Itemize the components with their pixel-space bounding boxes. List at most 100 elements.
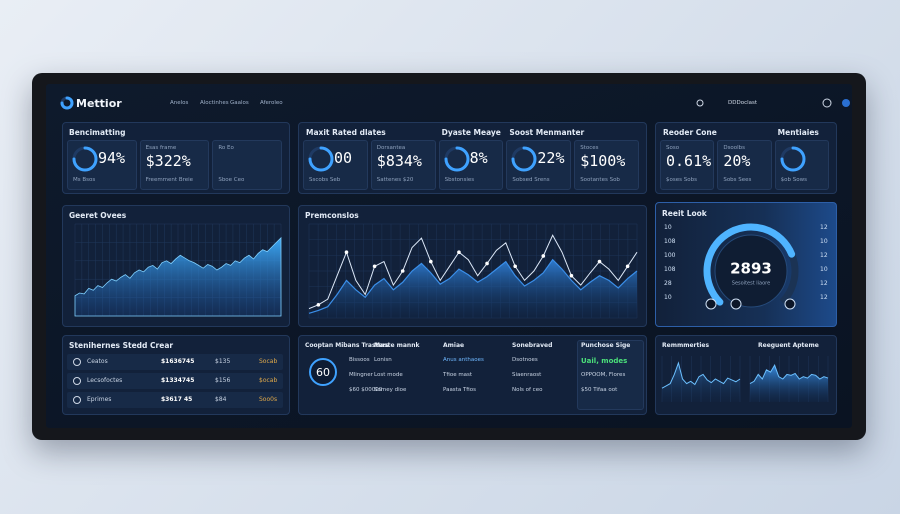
account: DDDoclast [728,100,758,106]
row-icon-shape [73,396,81,404]
kpi-card: Ro Eo Sboe Ceo [212,140,282,190]
ring-arc [780,146,806,172]
panel: Reoder Cone Soso 0.61% $oses Sobs Dsoolbs 20%… [655,122,837,194]
line [661,361,741,389]
table-cell: Soo0s [259,396,278,403]
gauge-label: 12 [820,294,828,301]
gauge-value: 2893 [730,260,772,278]
kpi-caption: Sobs Sees [723,177,752,183]
gauge: 2893 Sesoitest liaore [703,223,799,310]
line-chart [308,223,638,319]
kpi-caption: Sattenes $20 [376,177,414,183]
panel: Bencimatting 94% Ms Bsos Esas frame $322% Fre… [62,122,290,194]
panel: Stenihernes Stedd Crear Ceatos $1636745 $13… [62,335,290,415]
column-item: OPPOOM, Flores [581,372,626,378]
area [309,259,637,318]
column-heading: Cooptan Mibans Trasters [305,342,390,349]
table-cell: $156 [215,377,231,384]
table-cell: Ceatos [87,358,108,365]
ring-icon [72,146,98,172]
logo: Mettior [76,97,122,110]
kpi-card: 22% Sobsed Srens [506,140,572,190]
column-heading: Maste mannk [374,342,420,349]
kpi-value: 8% [469,149,488,167]
cell-heading: Soost Menmanter [509,128,585,137]
kpi-caption: Sobsed Srens [512,177,550,183]
line [749,364,829,385]
point [457,250,461,254]
kpi-card: 8% Sbstonsies [438,140,504,190]
ring-icon [444,146,470,172]
gauge-label: 28 [664,280,672,287]
column-item: Dsotnoes [512,357,538,363]
settings-icon [842,99,850,107]
kpi-card: Dsoolbs 20% Sobs Sees [717,140,772,190]
ring-arc [60,96,74,110]
column-item: Anus anthaoes [443,357,484,363]
panel: Premconslos [298,205,647,327]
row-icon [73,396,81,404]
point [569,273,574,278]
cell-heading: Dyaste Meaye [441,128,501,137]
kpi-card: Dorsantea $834% Sattenes $20 [370,140,436,190]
kpi-card: $ob Sows [774,140,829,190]
table-cell: $84 [215,396,227,403]
table-cell: $135 [215,358,231,365]
kpi-value: 20% [723,152,751,170]
ring-arc [511,146,537,172]
point [372,264,377,269]
table-cell: Lecsofoctes [87,377,123,384]
column-item: Tfioe mast [443,372,473,378]
column-heading: Sonebraved [512,342,553,349]
area [74,236,282,317]
kpi-caption: Freemment Breie [145,177,194,183]
nav-item: Gaalos [230,100,249,106]
column-heading: Amiae [443,342,465,349]
column-item: Mlingner [349,372,373,378]
badge-value: 60 [316,366,330,379]
ring-arc [444,146,470,172]
gauge-label: 10 [820,266,828,273]
row-icon-shape [73,377,81,385]
kpi-label: Soso [666,145,680,151]
column-item: Bissoos [349,357,370,363]
kpi-value: $834% [376,152,422,170]
kpi-card: 00 Sscobs Seb [303,140,368,190]
gauge-button [730,298,742,310]
column-item: Paasta Tfios [443,387,477,393]
table-row: Eprimes $3617 45 $84 Soo0s [67,392,283,408]
nav-item: Aferoleo [260,100,283,106]
cell-heading: Mentiaies [777,128,819,137]
mini-title: Remmmerties [662,342,710,349]
line [308,258,638,314]
row-icon-shape [73,358,81,366]
table-row: Ceatos $1636745 $135 Socab [67,354,283,370]
point [485,261,489,266]
column-item: Nols of ceo [512,387,543,393]
panel-title: Bencimatting [69,128,126,137]
panel: Reeit Look 10 108 100 108 28 10 12 10 12 10 12 12 289… [655,202,837,327]
kpi-label: Stoces [580,145,599,151]
ring-arc [308,146,334,172]
kpi-label: Dorsantea [376,145,406,151]
table-title: Stenihernes Stedd Crear [69,341,174,350]
column-heading: Punchose Sige [581,342,631,349]
gauge-button [784,298,796,310]
point [316,303,321,307]
badge-ring [309,358,337,386]
kpi-caption: Sscobs Seb [309,177,341,183]
table-cell: Socab [259,358,278,365]
column-item: Somey dioe [374,387,407,393]
cell-heading: Reoder Cone [663,128,717,137]
table-cell: Eprimes [87,396,112,403]
gauge-fill [703,223,796,306]
kpi-caption: Sootantes Sob [580,177,620,183]
kpi-card: Soso 0.61% $oses Sobs [660,140,715,190]
kpi-caption: $oses Sobs [666,177,697,183]
kpi-value: $100% [580,152,626,170]
point [625,264,630,269]
kpi-label: Dsoolbs [723,145,746,151]
kpi-card: 94% Ms Bsos [67,140,137,190]
table-cell: $1334745 [161,377,195,384]
kpi-value: 0.61% [666,152,712,170]
